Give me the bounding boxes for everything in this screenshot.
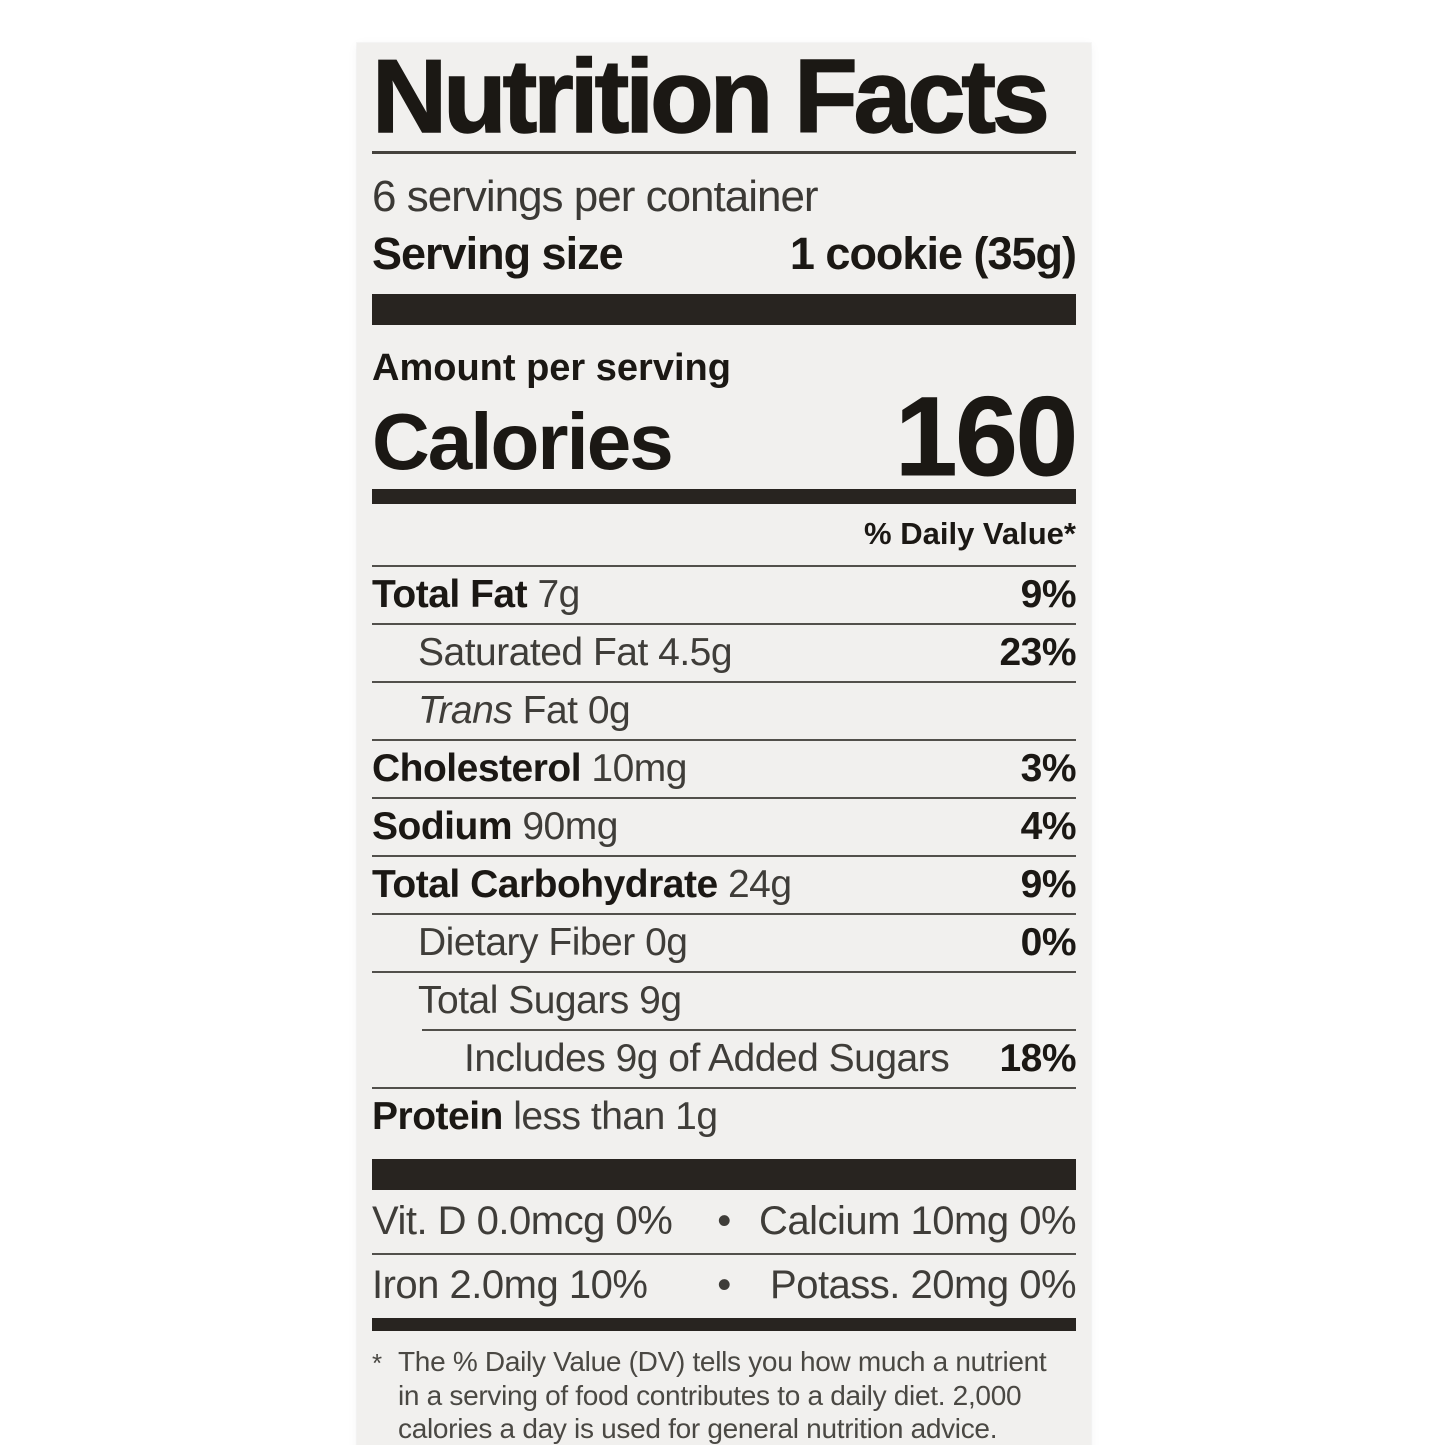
nutrient-row-saturated-fat: Saturated Fat 4.5g 23% [372,623,1076,681]
nutrient-amount: 90mg [512,805,618,849]
nutrient-name: Dietary Fiber [418,921,635,965]
nutrient-daily-value: 0% [1020,921,1077,965]
nutrient-name: Total Sugars [418,979,629,1023]
label-title: Nutrition Facts [371,39,1050,155]
nutrient-name-amount: Total Sugars 9g [418,979,682,1023]
footnote-asterisk: * [372,1348,383,1379]
serving-size-label: Serving size [372,228,624,279]
nutrient-row-protein: Protein less than 1g [372,1087,1076,1145]
nutrient-row-total-fat: Total Fat 7g 9% [372,565,1077,623]
nutrient-name-amount: Dietary Fiber 0g [418,921,688,965]
nutrient-daily-value: 18% [999,1037,1076,1081]
nutrient-amount: 0g [634,921,688,965]
calories-value: 160 [895,374,1079,499]
calories-label: Calories [372,397,674,487]
nutrient-rows: Total Fat 7g 9% Saturated Fat 4.5g 23% Trans… [372,565,1077,1145]
nutrient-daily-value: 9% [1020,863,1077,907]
nutrient-name: Saturated Fat [418,631,648,675]
nutrient-name-amount: Trans Fat 0g [418,689,631,733]
bullet-separator: • [717,1263,731,1308]
section-bar-footnote [372,1318,1076,1332]
footnote-line-1: The % Daily Value (DV) tells you how muc… [398,1346,1047,1378]
nutrient-row-dietary-fiber: Dietary Fiber 0g 0% [372,913,1077,971]
amount-per-serving-label: Amount per serving [372,347,731,389]
nutrient-amount: 10mg [581,747,687,791]
section-bar-top [372,294,1076,325]
nutrient-row-cholesterol: Cholesterol 10mg 3% [372,739,1077,797]
nutrient-amount: 7g [527,573,580,617]
nutrient-name-amount: Total Fat 7g [372,573,580,617]
micronutrient-left-value: Vit. D 0.0mcg 0% [372,1199,673,1244]
nutrient-amount: 24g [717,863,792,907]
nutrient-name: Trans [418,689,513,733]
nutrient-name: Sodium [372,805,513,849]
nutrient-name: Total Fat [372,573,528,617]
nutrient-name-amount: Sodium 90mg [372,805,618,849]
footnote-line-2: in a serving of food contributes to a da… [398,1379,1022,1411]
micronutrient-left-value: Iron 2.0mg 10% [372,1263,648,1308]
nutrient-daily-value: 4% [1020,805,1077,849]
nutrient-row-added-sugars: Includes 9g of Added Sugars 18% [422,1029,1076,1087]
nutrient-name-amount: Includes 9g of Added Sugars [464,1037,950,1081]
calories-row: Calories 160 [372,374,1079,499]
bullet-separator: • [717,1199,731,1244]
nutrient-row-total-sugars: Total Sugars 9g [372,971,1076,1029]
calories-divider-bar [372,489,1076,505]
nutrient-row-total-carbohydrate: Total Carbohydrate 24g 9% [372,855,1077,913]
daily-value-header: % Daily Value* [864,516,1076,552]
nutrient-daily-value: 3% [1020,747,1077,791]
nutrient-name-amount: Total Carbohydrate 24g [372,863,792,907]
nutrient-row-trans-fat: Trans Fat 0g [372,681,1076,739]
nutrient-row-sodium: Sodium 90mg 4% [372,797,1077,855]
title-divider [372,151,1076,154]
footnote-line-3: calories a day is used for general nutri… [398,1413,998,1445]
nutrient-name: Cholesterol [372,747,582,791]
nutrition-facts-label: Nutrition Facts 6 servings per container… [357,43,1091,1445]
nutrient-name: Total Carbohydrate [372,863,718,907]
nutrient-amount: 9g [628,979,682,1023]
serving-size-value: 1 cookie (35g) [789,228,1077,279]
serving-size-row: Serving size 1 cookie (35g) [372,228,1077,280]
footnote-text: The % Daily Value (DV) tells you how muc… [398,1345,1047,1445]
nutrient-amount: Fat 0g [512,689,631,733]
nutrient-daily-value: 23% [999,631,1076,675]
micronutrient-row-vitd-calcium: Vit. D 0.0mcg 0% • Calcium 10mg 0% [372,1190,1077,1253]
servings-per-container: 6 servings per container [372,172,819,221]
nutrient-amount: less than 1g [502,1095,718,1139]
nutrient-name-amount: Protein less than 1g [372,1095,718,1139]
footnote: * The % Daily Value (DV) tells you how m… [372,1345,1076,1445]
nutrient-name: Protein [372,1095,503,1139]
nutrient-name-amount: Cholesterol 10mg [372,747,687,791]
micronutrient-rows: Vit. D 0.0mcg 0% • Calcium 10mg 0% Iron 2.0… [372,1190,1077,1316]
nutrient-name: Includes 9g of Added Sugars [464,1037,950,1081]
micronutrient-row-iron-potassium: Iron 2.0mg 10% • Potass. 20mg 0% [372,1253,1077,1316]
micronutrient-right-value: Calcium 10mg 0% [758,1199,1077,1244]
nutrient-name-amount: Saturated Fat 4.5g [418,631,733,675]
section-bar-micronutrients [372,1159,1076,1191]
nutrient-amount: 4.5g [647,631,733,675]
micronutrient-right-value: Potass. 20mg 0% [770,1263,1077,1308]
nutrient-daily-value: 9% [1020,573,1077,617]
